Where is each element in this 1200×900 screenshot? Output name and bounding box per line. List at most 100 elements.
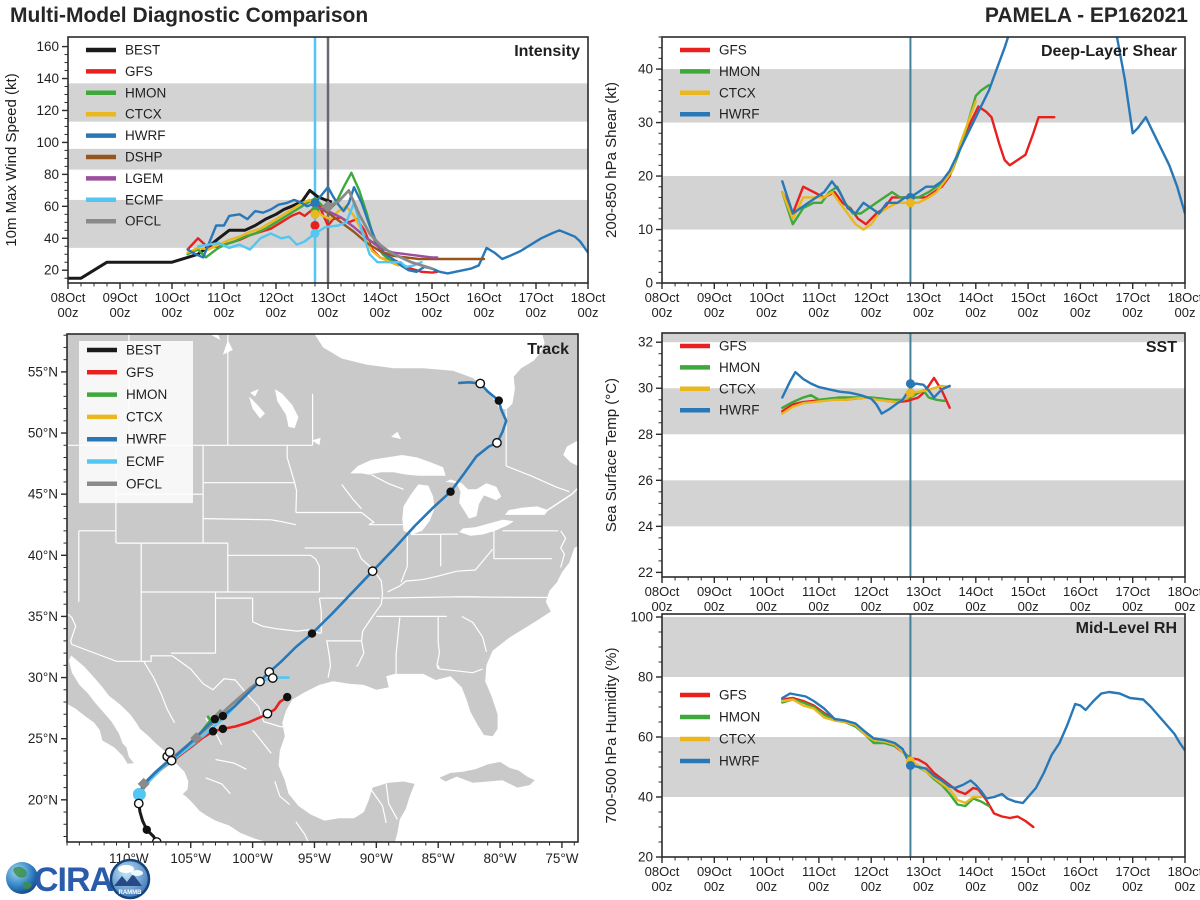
state-border <box>370 789 387 824</box>
fix-marker-12z <box>166 755 177 766</box>
x-tick-label-hour: 00z <box>861 879 882 894</box>
x-tick-label-hour: 00z <box>861 599 882 614</box>
panel-label: Deep-Layer Shear <box>1041 43 1177 60</box>
x-tick-label: 17Oct <box>1115 584 1150 599</box>
legend-item-label: HWRF <box>126 432 167 447</box>
legend-item-OFCL: OFCL <box>86 214 161 229</box>
sst-y-axis: 22 24 26 28 30 32 <box>638 335 662 580</box>
lake <box>250 389 259 397</box>
x-tick-label: 13Oct <box>906 290 941 305</box>
fix-marker-00z <box>494 396 504 405</box>
legend-item-CTCX: CTCX <box>680 381 756 396</box>
legend-item-LGEM: LGEM <box>86 171 163 186</box>
state-border <box>326 640 332 678</box>
y-axis-label: 200-850 hPa Shear (kt) <box>603 82 620 238</box>
legend-item-label: HMON <box>719 710 760 725</box>
y-tick-label: 28 <box>638 427 653 442</box>
x-tick-label: 15Oct <box>1011 864 1046 879</box>
lake <box>211 334 221 341</box>
x-tick-label: 12Oct <box>854 584 889 599</box>
x-tick-label: 10Oct <box>155 290 190 305</box>
x-tick-label-hour: 00z <box>578 305 599 320</box>
legend-item-HMON: HMON <box>680 64 760 79</box>
state-border <box>454 596 551 599</box>
legend: BEST GFS HMON CTCX HWRF DSHP LGEM ECMF OFCL <box>86 43 166 229</box>
circle-marker <box>310 209 320 219</box>
state-border <box>70 617 77 645</box>
lake <box>350 455 446 476</box>
y-tick-label: 120 <box>36 103 59 118</box>
fix-marker-00z <box>210 714 220 724</box>
x-tick-label-hour: 00z <box>370 305 391 320</box>
legend-item-label: GFS <box>125 64 153 79</box>
shear-panel: 08Oct00z09Oct00z10Oct00z11Oct00z12Oct00z… <box>603 36 1200 320</box>
legend-item-label: DSHP <box>125 150 163 165</box>
cira-logo: CIRA RAMMB <box>6 858 151 900</box>
intensity-y-axis: 20 40 60 80 100 120 140 160 <box>36 39 68 279</box>
legend-item-DSHP: DSHP <box>86 150 163 165</box>
y-tick-label: 26 <box>638 473 653 488</box>
state-border <box>361 512 375 526</box>
x-tick-label: 15Oct <box>415 290 450 305</box>
state-border <box>385 783 398 820</box>
y-tick-label: 40 <box>638 790 653 805</box>
circle-marker <box>905 198 915 208</box>
lake <box>248 396 265 419</box>
fix-marker-12z <box>492 437 502 448</box>
state-border <box>341 484 362 510</box>
panel-label: Track <box>527 341 569 358</box>
rh-y-axis: 20 40 60 80 100 <box>630 610 662 865</box>
lake <box>222 340 233 355</box>
x-tick-label-hour: 00z <box>110 305 131 320</box>
legend-item-CTCX: CTCX <box>86 107 162 122</box>
lon-tick-label: 95°W <box>298 851 331 866</box>
y-tick-label: 60 <box>44 199 59 214</box>
legend: GFS HMON CTCX HWRF <box>680 339 760 418</box>
x-tick-label: 15Oct <box>1011 584 1046 599</box>
x-tick-label-hour: 00z <box>1122 879 1143 894</box>
y-tick-label: 10 <box>638 222 653 237</box>
legend-item-HMON: HMON <box>86 85 166 100</box>
map-frame <box>66 333 579 843</box>
lake <box>312 437 321 446</box>
series-group <box>781 690 1185 829</box>
panel-label: Intensity <box>514 43 580 60</box>
legend-background <box>79 341 193 504</box>
fix-marker-12z <box>164 747 175 758</box>
x-tick-label-hour: 00z <box>526 305 547 320</box>
x-tick-label: 12Oct <box>854 290 889 305</box>
legend: GFS HMON CTCX HWRF <box>680 688 760 769</box>
x-tick-label: 18Oct <box>571 290 606 305</box>
x-tick-label: 10Oct <box>749 290 784 305</box>
x-tick-label-hour: 00z <box>808 879 829 894</box>
legend-item-label: ECMF <box>125 192 163 207</box>
state-border <box>437 665 483 674</box>
y-tick-label: 20 <box>44 263 59 278</box>
lake <box>459 519 514 536</box>
circle-marker <box>905 388 915 398</box>
x-tick-label-hour: 00z <box>422 305 443 320</box>
x-tick-label: 17Oct <box>1115 864 1150 879</box>
y-tick-label: 30 <box>638 381 653 396</box>
intensity-series-DSHP <box>313 205 486 261</box>
series-group <box>781 370 951 415</box>
ecmf-start-marker <box>132 787 146 801</box>
x-tick-label-hour: 00z <box>474 305 495 320</box>
band <box>662 480 1185 527</box>
fix-marker-12z <box>133 798 144 809</box>
y-axis-label: Sea Surface Temp (°C) <box>603 378 620 532</box>
sst-x-axis: 08Oct00z09Oct00z10Oct00z11Oct00z12Oct00z… <box>645 577 1200 614</box>
y-tick-label: 60 <box>638 730 653 745</box>
x-tick-label-hour: 00z <box>1018 305 1039 320</box>
legend-item-label: GFS <box>719 688 747 703</box>
state-border <box>318 598 322 634</box>
x-tick-label-hour: 00z <box>1175 879 1196 894</box>
x-tick-label-hour: 00z <box>652 599 673 614</box>
state-border <box>505 465 570 493</box>
x-tick-label: 09Oct <box>697 290 732 305</box>
land-polygon <box>67 334 578 842</box>
rammb-mountains <box>114 874 142 886</box>
diamond-marker <box>137 777 150 790</box>
fix-marker-00z <box>446 487 455 496</box>
y-tick-label: 24 <box>638 519 654 534</box>
